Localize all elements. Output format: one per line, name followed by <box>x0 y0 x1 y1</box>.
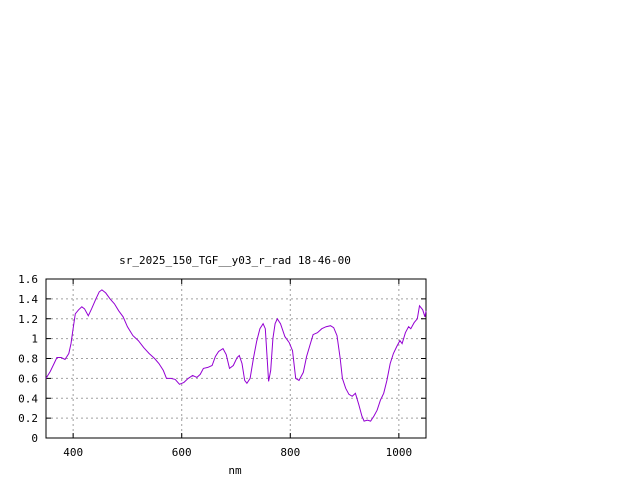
x-tick-label: 1000 <box>386 446 413 459</box>
chart-title: sr_2025_150_TGF__y03_r_rad 18-46-00 <box>119 254 351 267</box>
series-line <box>45 289 427 422</box>
y-tick-label: 0.6 <box>18 372 38 385</box>
x-tick-label: 800 <box>280 446 300 459</box>
data-series <box>45 289 427 422</box>
y-tick-label: 1.6 <box>18 273 38 286</box>
y-tick-label: 1 <box>31 333 38 346</box>
y-tick-label: 0.4 <box>18 392 38 405</box>
x-tick-label: 600 <box>172 446 192 459</box>
x-axis-label: nm <box>228 464 242 477</box>
plot-border <box>45 278 427 439</box>
y-tick-label: 0.8 <box>18 353 38 366</box>
tick-labels: 0 0.2 0.4 0.6 0.8 1 1.2 1.4 1.6 400 600 800 1000 <box>18 273 412 459</box>
axes <box>45 278 427 439</box>
grid <box>46 279 426 438</box>
y-tick-label: 0.2 <box>18 412 38 425</box>
y-tick-label: 0 <box>31 432 38 445</box>
x-tick-label: 400 <box>63 446 83 459</box>
y-tick-label: 1.4 <box>18 293 38 306</box>
y-tick-label: 1.2 <box>18 313 38 326</box>
